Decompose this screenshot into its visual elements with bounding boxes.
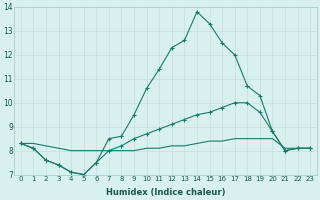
X-axis label: Humidex (Indice chaleur): Humidex (Indice chaleur) [106,188,225,197]
